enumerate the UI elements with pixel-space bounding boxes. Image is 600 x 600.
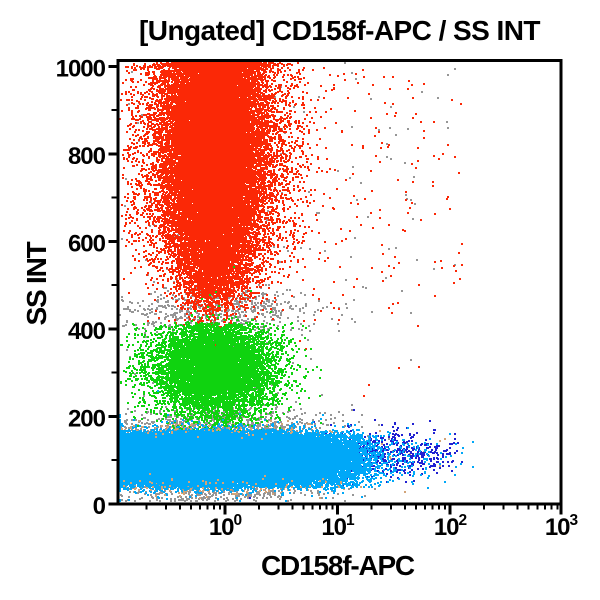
svg-text:400: 400 xyxy=(68,318,106,345)
svg-text:SS INT: SS INT xyxy=(21,241,52,325)
svg-text:0: 0 xyxy=(93,493,106,520)
svg-text:200: 200 xyxy=(68,405,106,432)
svg-text:600: 600 xyxy=(68,231,106,258)
svg-text:[Ungated] CD158f-APC / SS INT: [Ungated] CD158f-APC / SS INT xyxy=(139,15,540,46)
svg-text:800: 800 xyxy=(68,143,106,170)
svg-text:CD158f-APC: CD158f-APC xyxy=(261,550,415,581)
svg-text:1000: 1000 xyxy=(56,56,106,83)
